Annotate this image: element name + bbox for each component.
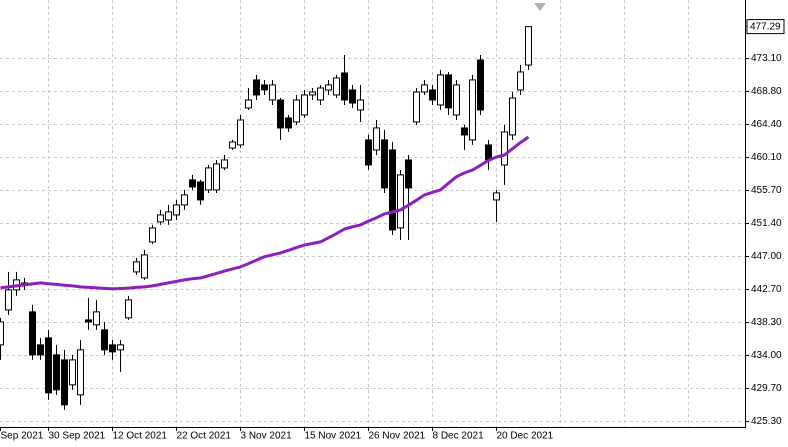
candle-body	[229, 141, 236, 149]
candle-body	[173, 204, 180, 216]
candle-body	[349, 89, 356, 104]
y-tick-label: 451.40	[751, 218, 782, 229]
candle-body	[69, 359, 76, 386]
x-tick-label: 12 Oct 2021	[113, 431, 168, 442]
candle-body	[29, 311, 36, 356]
candle-body	[245, 99, 252, 109]
candle-body	[133, 261, 140, 273]
x-tick-label: 22 Oct 2021	[177, 431, 232, 442]
candle-body	[189, 179, 196, 188]
candle-body	[285, 117, 292, 129]
candle-body	[389, 149, 396, 231]
candle-body	[517, 71, 524, 91]
candle-body	[141, 254, 148, 279]
candle-body	[85, 319, 92, 323]
candle-body	[373, 127, 380, 151]
x-tick-label: 20 Dec 2021	[497, 431, 554, 442]
candle-body	[477, 59, 484, 111]
candle-body	[317, 87, 324, 101]
candle-body	[277, 99, 284, 129]
candle-body	[53, 354, 60, 391]
candle-body	[397, 174, 404, 229]
candle-body	[157, 214, 164, 223]
candle-body	[429, 89, 436, 101]
candle-body	[101, 329, 108, 351]
candle-body	[493, 192, 500, 201]
candle-body	[269, 84, 276, 101]
candle-body	[453, 84, 460, 116]
y-tick-label: 429.70	[751, 383, 782, 394]
y-tick-label: 425.30	[751, 416, 782, 427]
candle-body	[333, 77, 340, 96]
candle-body	[381, 139, 388, 189]
y-tick-label: 460.10	[751, 152, 782, 163]
candle-body	[205, 167, 212, 191]
candle-body	[93, 311, 100, 326]
candle-body	[237, 119, 244, 146]
candle-body	[461, 127, 468, 136]
candle-body	[525, 26, 532, 66]
shift-marker	[534, 3, 546, 11]
candle-body	[221, 159, 228, 169]
y-tick-label: 464.40	[751, 119, 782, 130]
candle-body	[365, 139, 372, 166]
candle-body	[301, 94, 308, 116]
x-tick-label: 3 Nov 2021	[241, 431, 293, 442]
moving-average	[0, 135, 530, 291]
candle-body	[117, 344, 124, 351]
candle-body	[253, 79, 260, 96]
y-tick-label: 442.70	[751, 284, 782, 295]
candle-body	[0, 321, 4, 346]
candle-body	[45, 337, 52, 394]
last-price-label: 477.29	[750, 21, 781, 32]
candle-body	[309, 91, 316, 96]
x-tick-label: 15 Nov 2021	[305, 431, 362, 442]
candle-body	[181, 194, 188, 206]
x-tick-label: Sep 2021	[1, 431, 44, 442]
x-tick-label: 26 Nov 2021	[369, 431, 426, 442]
x-tick-label: 30 Sep 2021	[49, 431, 106, 442]
last-price-box	[746, 19, 785, 35]
candle-body	[501, 131, 508, 166]
y-tick-label: 473.10	[751, 53, 782, 64]
y-tick-label: 434.00	[751, 350, 782, 361]
candle-body	[165, 211, 172, 221]
candle-body	[413, 91, 420, 123]
y-tick-label: 438.30	[751, 317, 782, 328]
candle-body	[485, 144, 492, 161]
y-tick-label: 447.00	[751, 251, 782, 262]
candle-body	[437, 74, 444, 106]
candle-body	[341, 72, 348, 101]
candle-body	[109, 344, 116, 353]
candle-body	[197, 181, 204, 201]
x-tick-label: 8 Dec 2021	[433, 431, 485, 442]
candle-body	[357, 99, 364, 111]
candle-body	[37, 344, 44, 356]
candle-body	[469, 79, 476, 141]
y-tick-label: 468.80	[751, 86, 782, 97]
candle-body	[125, 299, 132, 319]
candle-body	[421, 84, 428, 93]
candle-body	[149, 227, 156, 243]
candle-body	[61, 359, 68, 406]
candle-body	[405, 159, 412, 189]
y-tick-label: 455.70	[751, 185, 782, 196]
candle-body	[325, 84, 332, 91]
candle-body	[261, 84, 268, 91]
candle-body	[5, 289, 12, 311]
candle-body	[293, 99, 300, 123]
candle-body	[213, 163, 220, 191]
candle-body	[77, 349, 84, 396]
candle-body	[509, 97, 516, 136]
candle-body	[445, 74, 452, 109]
